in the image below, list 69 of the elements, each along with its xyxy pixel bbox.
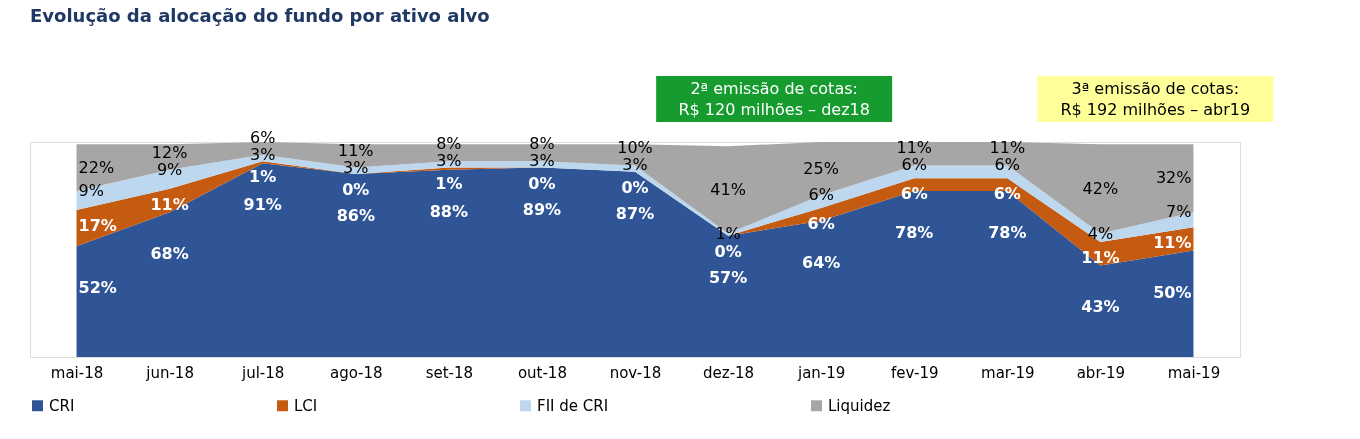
chart-title: Evolução da alocação do fundo por ativo alvo [30,5,490,26]
data-label: 11% [337,140,374,160]
data-label: 6% [901,155,927,175]
x-tick-label: fev-19 [890,363,939,382]
data-label: 78% [988,222,1027,242]
data-label: 50% [1153,282,1192,302]
data-label: 11% [1153,233,1192,253]
x-tick-label: ago-18 [329,363,383,382]
text: 2ª emissão de cotas: R$ 120 milhões – dez18 [678,79,870,119]
data-label: 10% [617,138,653,158]
x-tick-label: jun-18 [145,363,194,382]
data-label: 87% [615,203,655,223]
data-label: 0% [528,173,556,193]
data-label: 25% [803,158,839,178]
x-tick-label: jul-18 [241,363,285,382]
x-tick-label: jan-19 [796,363,846,382]
data-label: 64% [802,252,841,272]
data-label: 0% [342,179,370,199]
data-label: 0% [621,177,649,197]
data-label: 11% [896,138,933,158]
data-label: 42% [1082,178,1119,198]
x-tick-label: mai-19 [1167,363,1221,382]
legend-label: CRI [49,396,75,415]
data-label: 1% [435,173,463,193]
data-label: 22% [78,157,115,177]
data-label: 1% [715,223,741,243]
data-label: 6% [807,213,835,233]
legend-label: FII de CRI [537,396,609,415]
data-label: 3% [436,151,462,171]
data-label: 3% [343,157,369,177]
data-label: 68% [150,244,189,264]
data-label: 4% [1087,223,1114,243]
data-label: 9% [78,180,104,200]
x-tick-label: mar-19 [981,363,1035,382]
data-label: 3% [529,151,555,171]
data-label: 86% [336,205,375,225]
x-tick-label: mai-18 [50,363,104,382]
legend-label: LCI [294,396,318,415]
data-label: 91% [243,195,282,215]
data-label: 43% [1081,297,1120,317]
data-label: 3% [250,144,276,164]
data-label: 6% [808,185,834,205]
x-tick-label: out-18 [517,363,567,382]
data-label: 0% [714,241,742,261]
x-tick-label: nov-18 [609,363,662,382]
data-label: 32% [1155,168,1192,188]
data-label: 1% [249,167,277,187]
x-tick-label: set-18 [425,363,474,382]
data-label: 17% [78,216,117,236]
x-tick-label: abr-19 [1076,363,1126,382]
data-label: 11% [989,138,1026,158]
data-label: 52% [78,278,117,298]
data-label: 88% [429,201,468,221]
data-label: 9% [156,159,183,179]
x-tick-label: dez-18 [703,363,755,382]
data-label: 41% [710,179,746,199]
data-label: 12% [151,142,188,162]
data-label: 11% [150,194,189,214]
legend-label: Liquidez [828,396,891,415]
data-label: 3% [622,155,648,175]
data-label: 6% [250,127,276,147]
data-label: 8% [436,134,462,154]
text: 3ª emissão de cotas: R$ 192 milhões – abr19 [1060,79,1251,119]
data-label: 8% [529,134,555,154]
data-label: 89% [522,199,562,219]
data-label: 78% [895,222,934,242]
data-label: 57% [708,267,748,287]
data-label: 6% [994,155,1020,175]
data-label: 7% [1166,202,1192,222]
